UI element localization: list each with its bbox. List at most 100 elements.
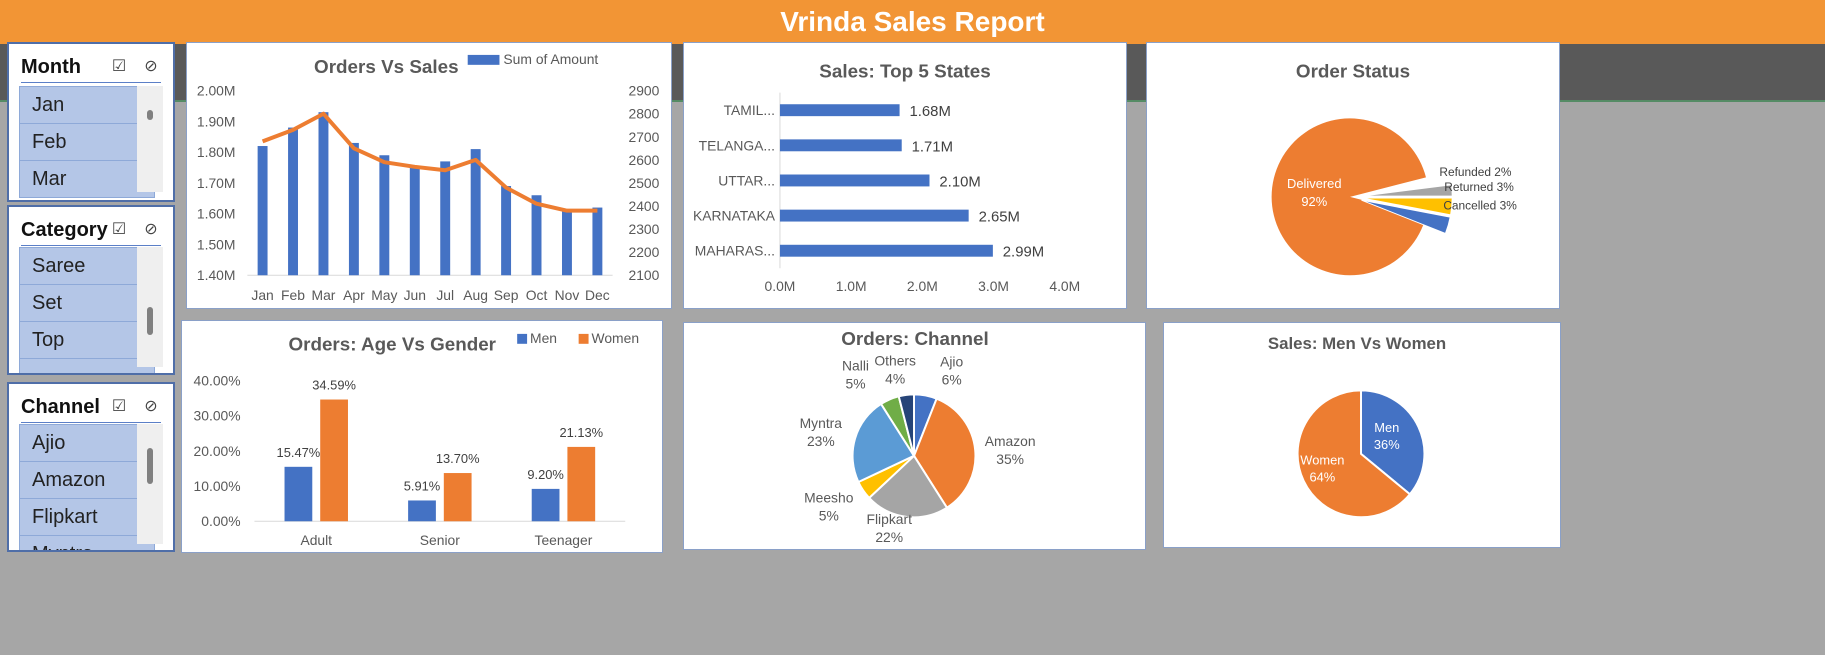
legend-swatch — [578, 333, 589, 344]
slicer-item-partial[interactable] — [19, 358, 155, 373]
right-tick-label: 2800 — [628, 106, 659, 122]
slicer-scrollbar[interactable] — [137, 247, 163, 367]
top-states-chart[interactable]: Sales: Top 5 States TAMIL... 1.68M TELANGA.… — [683, 42, 1127, 309]
slice-label: Amazon — [985, 433, 1036, 449]
slicer-item-set[interactable]: Set — [19, 284, 155, 322]
slicer-header: Category ☑ ⊘ — [21, 215, 161, 246]
x-tick-label: 3.0M — [978, 278, 1009, 294]
pie-slice — [897, 393, 915, 457]
bar — [501, 186, 512, 276]
slice-label: Delivered — [1287, 176, 1341, 191]
scrollbar-thumb[interactable] — [147, 307, 153, 335]
x-tick-label: Mar — [312, 287, 336, 303]
left-tick-label: 1.40M — [197, 267, 236, 283]
clear-filter-icon[interactable]: ⊘ — [144, 221, 158, 238]
data-label: 13.70% — [436, 451, 480, 466]
left-tick-label: 1.60M — [197, 206, 236, 222]
chart-title: Orders Vs Sales — [314, 56, 459, 77]
multi-select-icon[interactable]: ☑ — [111, 58, 127, 75]
orders-vs-sales-chart[interactable]: Orders Vs Sales Sum of Amount 1.40M 1.50M 1.… — [186, 42, 672, 309]
slice-label: 35% — [996, 451, 1024, 467]
multi-select-icon[interactable]: ☑ — [111, 221, 127, 238]
x-tick-label: 2.0M — [907, 278, 938, 294]
slicer-item-myntra[interactable]: Myntra — [19, 535, 155, 550]
scrollbar-thumb[interactable] — [147, 448, 153, 484]
category-label: TELANGA... — [699, 137, 775, 153]
slicer-scrollbar[interactable] — [137, 86, 163, 192]
slice-label: Meesho — [804, 489, 854, 505]
slicer-item-flipkart[interactable]: Flipkart — [19, 498, 155, 536]
category-label: UTTAR... — [718, 172, 775, 188]
bar — [567, 446, 596, 522]
multi-select-icon[interactable]: ☑ — [111, 398, 127, 415]
slicer-item-amazon[interactable]: Amazon — [19, 461, 155, 499]
bar — [318, 112, 329, 276]
slicer-item-saree[interactable]: Saree — [19, 247, 155, 285]
slicer-item-jan[interactable]: Jan — [19, 86, 155, 124]
bar — [779, 139, 902, 152]
slicer-item-mar[interactable]: Mar — [19, 160, 155, 198]
slice-label: 36% — [1374, 437, 1400, 452]
bar — [779, 174, 930, 187]
right-tick-label: 2600 — [628, 152, 659, 168]
slicer-item-feb[interactable]: Feb — [19, 123, 155, 161]
bar — [592, 207, 603, 276]
channel-slicer[interactable]: Channel ☑ ⊘ Ajio Amazon Flipkart Myntra — [7, 382, 175, 552]
data-label: 1.71M — [912, 139, 953, 155]
slice-label: Others — [874, 353, 916, 369]
slice-label: Ajio — [940, 354, 963, 370]
bar — [284, 466, 313, 522]
slice-label: Flipkart — [867, 511, 913, 527]
clear-filter-icon[interactable]: ⊘ — [144, 58, 158, 75]
men-vs-women-svg: Sales: Men Vs Women Men 36% Women 64% — [1268, 334, 1446, 519]
right-tick-label: 2100 — [628, 267, 659, 283]
data-label: 2.99M — [1003, 245, 1044, 261]
data-label: 9.20% — [527, 467, 564, 482]
chart-title: Order Status — [1296, 61, 1410, 82]
slice-label: 4% — [885, 370, 905, 386]
x-tick-label: Oct — [526, 287, 548, 303]
data-label: 34.59% — [312, 378, 356, 393]
month-slicer[interactable]: Month ☑ ⊘ Jan Feb Mar — [7, 42, 175, 202]
order-status-svg: Order Status Delivered 92% Refunded 2%Retur… — [1271, 61, 1517, 276]
chart-title: Orders: Channel — [841, 328, 989, 349]
men-vs-women-chart[interactable]: Sales: Men Vs Women Men 36% Women 64% — [1163, 322, 1561, 548]
legend-swatch — [467, 54, 500, 65]
channel-chart[interactable]: Orders: Channel Ajio 6% Amazon 35% Flipkart 22… — [683, 322, 1146, 550]
category-label: TAMIL... — [724, 102, 775, 118]
scrollbar-thumb[interactable] — [147, 110, 153, 120]
slicer-title: Category — [21, 219, 108, 241]
category-slicer[interactable]: Category ☑ ⊘ Saree Set Top — [7, 205, 175, 375]
x-tick-label: Feb — [281, 287, 305, 303]
clear-filter-icon[interactable]: ⊘ — [144, 398, 158, 415]
left-tick-label: 1.90M — [197, 113, 236, 129]
slice-label: 64% — [1309, 470, 1335, 485]
right-tick-label: 2300 — [628, 221, 659, 237]
order-status-chart[interactable]: Order Status Delivered 92% Refunded 2% Retur… — [1146, 42, 1560, 309]
x-tick-label: Teenager — [535, 532, 593, 548]
bar — [320, 399, 348, 522]
bar — [348, 142, 359, 276]
age-vs-gender-chart[interactable]: Orders: Age Vs Gender Men Women 0.00% 10.00%… — [181, 320, 663, 553]
left-tick-label: 1.70M — [197, 175, 236, 191]
pie-slice — [1271, 118, 1426, 276]
slice-label: Returned 3% — [1444, 180, 1514, 194]
data-label: 5.91% — [404, 479, 441, 494]
pie-slice — [1361, 184, 1453, 197]
slicer-item-ajio[interactable]: Ajio — [19, 424, 155, 462]
x-tick-label: Apr — [343, 287, 365, 303]
y-tick-label: 40.00% — [194, 372, 241, 388]
bar — [779, 104, 900, 117]
right-tick-label: 2400 — [628, 198, 659, 214]
x-tick-label: Jan — [251, 287, 273, 303]
bar — [440, 161, 451, 276]
slicer-title: Month — [21, 56, 81, 78]
slicer-header: Month ☑ ⊘ — [21, 52, 161, 83]
slice-label: Women — [1300, 453, 1344, 468]
slicer-item-top[interactable]: Top — [19, 321, 155, 359]
data-label: 15.47% — [277, 445, 321, 460]
slicer-scrollbar[interactable] — [137, 424, 163, 544]
bar — [779, 209, 969, 222]
age-vs-gender-svg: Orders: Age Vs Gender Men Women 0.00% 10.00%… — [194, 330, 639, 548]
